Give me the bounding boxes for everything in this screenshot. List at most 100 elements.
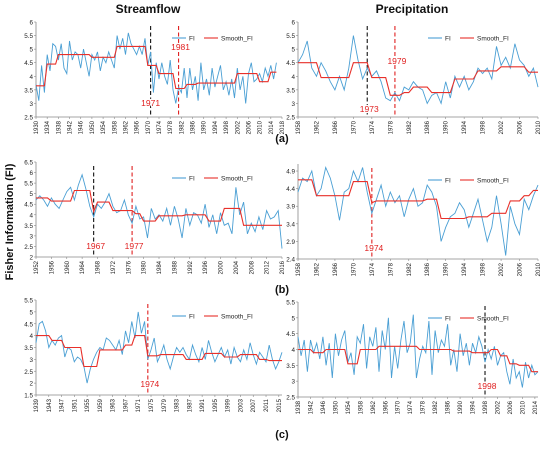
x-tick-label: 1980: [142, 260, 148, 274]
x-tick-label: 1934: [45, 120, 51, 134]
x-tick-label: 1962: [123, 120, 129, 134]
y-tick-label: 6: [29, 20, 33, 27]
x-tick-label: 1974: [370, 120, 376, 134]
x-tick-label: 1958: [296, 120, 302, 134]
legend-smooth-label: Smooth_FI: [477, 178, 509, 185]
x-tick-label: 2016: [280, 260, 286, 274]
row-label-c: (c): [275, 429, 289, 441]
x-tick-label: 1975: [149, 398, 155, 412]
y-axis-label: Fisher Information (FI): [4, 163, 16, 280]
y-tick-label: 4: [291, 74, 295, 81]
y-tick-label: 2: [29, 381, 33, 388]
legend-fi-label: FI: [189, 314, 195, 321]
change-label-1979: 1979: [387, 56, 406, 66]
row-label-b: (b): [275, 284, 289, 296]
x-tick-label: 1966: [383, 400, 389, 414]
x-tick-label: 1946: [321, 400, 327, 414]
x-tick-label: 1955: [85, 398, 91, 412]
x-tick-label: 1978: [388, 120, 394, 134]
y-tick-label: 5: [291, 47, 295, 54]
x-tick-label: 1970: [351, 262, 357, 276]
panel-c-streamflow: 1.5 2 2.5 3 3.5 4 4.5 5 5.5 1939 1943 1947 1951 1955 1…: [24, 298, 283, 413]
x-tick-label: 1998: [481, 120, 487, 134]
x-tick-label: 1971: [136, 398, 142, 412]
y-tick-label: 2.5: [24, 115, 33, 122]
x-tick-label: 1970: [351, 120, 357, 134]
x-tick-label: 1994: [462, 262, 468, 276]
change-label-1998: 1998: [478, 381, 497, 391]
x-tick-label: 1939: [34, 398, 40, 412]
x-tick-label: 1963: [111, 398, 117, 412]
y-tick-label: 3.5: [24, 223, 33, 230]
y-tick-label: 5.5: [286, 300, 295, 307]
x-tick-label: 1994: [213, 120, 219, 134]
x-tick-label: 1958: [112, 120, 118, 134]
x-tick-label: 2002: [495, 400, 501, 414]
x-tick-label: 1982: [433, 400, 439, 414]
y-tick-label: 3: [29, 233, 33, 240]
smooth-fi-series-line: [36, 335, 282, 368]
x-tick-label: 1966: [333, 120, 339, 134]
x-tick-label: 2010: [520, 400, 526, 414]
x-tick-label: 1994: [462, 120, 468, 134]
change-label-1974: 1974: [140, 379, 159, 389]
y-tick-label: 2.9: [286, 239, 295, 246]
y-tick-label: 4.9: [286, 169, 295, 176]
x-tick-label: 1998: [224, 120, 230, 134]
x-tick-label: 1987: [187, 398, 193, 412]
legend-smooth-label: Smooth_FI: [477, 36, 509, 43]
legend-fi-label: FI: [189, 176, 195, 183]
y-tick-label: 2.4: [286, 257, 295, 264]
x-tick-label: 2018: [280, 120, 286, 134]
x-tick-label: 1978: [421, 400, 427, 414]
x-tick-label: 2008: [249, 260, 255, 274]
x-tick-label: 2014: [269, 120, 275, 134]
x-tick-label: 1960: [65, 260, 71, 274]
y-tick-label: 5: [29, 309, 33, 316]
legend-smooth-label: Smooth_FI: [477, 316, 509, 323]
x-tick-label: 1983: [175, 398, 181, 412]
x-tick-label: 1947: [60, 398, 66, 412]
x-tick-label: 1974: [370, 262, 376, 276]
x-tick-label: 2000: [219, 260, 225, 274]
x-tick-label: 1954: [101, 120, 107, 134]
y-tick-label: 2.5: [286, 115, 295, 122]
x-tick-label: 1991: [200, 398, 206, 412]
y-tick-label: 4: [291, 347, 295, 354]
fi-series-line: [297, 166, 539, 256]
y-tick-label: 4.5: [286, 60, 295, 67]
x-tick-label: 1942: [308, 400, 314, 414]
legend-smooth-label: Smooth_FI: [221, 176, 253, 183]
x-tick-label: 1986: [425, 120, 431, 134]
x-tick-label: 1930: [34, 120, 40, 134]
x-tick-label: 2002: [499, 120, 505, 134]
x-tick-label: 2014: [533, 400, 539, 414]
x-tick-label: 1998: [481, 262, 487, 276]
fi-series-line: [35, 32, 277, 104]
y-tick-label: 3: [29, 101, 33, 108]
x-tick-label: 1952: [34, 260, 40, 274]
x-tick-label: 2006: [508, 400, 514, 414]
y-tick-label: 3.5: [24, 345, 33, 352]
y-tick-label: 2: [29, 255, 33, 262]
y-tick-label: 5.5: [24, 33, 33, 40]
x-tick-label: 1976: [126, 260, 132, 274]
x-tick-label: 1970: [146, 120, 152, 134]
y-tick-label: 3.4: [286, 221, 295, 228]
panel-c-precipitation: 2.5 3 3.5 4 4.5 5 5.5 1938 1942 1946 1950 1954 1958 1…: [286, 300, 539, 415]
x-tick-label: 1938: [56, 120, 62, 134]
x-tick-label: 1964: [80, 260, 86, 274]
x-tick-label: 1938: [296, 400, 302, 414]
x-tick-label: 1950: [90, 120, 96, 134]
y-tick-label: 4.5: [24, 321, 33, 328]
x-tick-label: 1982: [179, 120, 185, 134]
row-label-a: (a): [275, 133, 289, 145]
x-tick-label: 1999: [226, 398, 232, 412]
change-label-1973: 1973: [360, 104, 379, 114]
legend-fi-label: FI: [189, 36, 195, 43]
x-tick-label: 1966: [333, 262, 339, 276]
panels: 2.5 3 3.5 4 4.5 5 5.5 6 1930 1934 1938 1942 1946 1950…: [24, 20, 542, 415]
y-tick-label: 4.5: [286, 331, 295, 338]
x-tick-label: 1988: [172, 260, 178, 274]
